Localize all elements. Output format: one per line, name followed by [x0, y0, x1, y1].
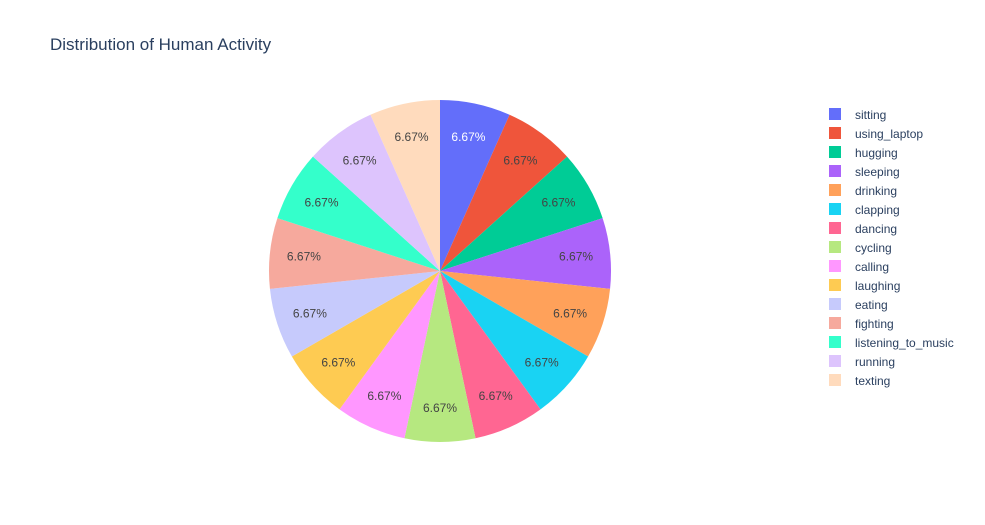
legend-swatch: [829, 127, 841, 139]
legend-label: listening_to_music: [855, 336, 954, 350]
legend-label: calling: [855, 260, 889, 274]
chart-title: Distribution of Human Activity: [50, 35, 272, 54]
slice-percent-label: 6.67%: [503, 153, 537, 167]
pie-slice-sitting[interactable]: [440, 100, 510, 271]
legend-item-hugging[interactable]: hugging: [829, 146, 898, 160]
slice-percent-label: 6.67%: [541, 196, 575, 210]
legend-item-cycling[interactable]: cycling: [829, 241, 892, 255]
legend-label: texting: [855, 374, 890, 388]
pie-slice-laughing[interactable]: [291, 271, 440, 410]
legend-item-dancing[interactable]: dancing: [829, 222, 897, 236]
pie-slice-listening_to_music[interactable]: [277, 156, 440, 271]
slice-percent-label: 6.67%: [559, 250, 593, 264]
pie-slice-cycling[interactable]: [404, 271, 476, 442]
legend-swatch: [829, 184, 841, 196]
legend-swatch: [829, 108, 841, 120]
slice-percent-label: 6.67%: [451, 130, 485, 144]
legend-item-sitting[interactable]: sitting: [829, 108, 886, 122]
slice-percent-label: 6.67%: [305, 196, 339, 210]
pie-slice-sleeping[interactable]: [440, 218, 611, 289]
legend-item-listening_to_music[interactable]: listening_to_music: [829, 336, 954, 350]
slice-percent-label: 6.67%: [367, 389, 401, 403]
slice-percent-label: 6.67%: [423, 401, 457, 415]
legend-swatch: [829, 279, 841, 291]
legend-label: sleeping: [855, 165, 900, 179]
legend-item-laughing[interactable]: laughing: [829, 279, 900, 293]
legend-label: hugging: [855, 146, 898, 160]
legend-label: drinking: [855, 184, 897, 198]
legend-label: laughing: [855, 279, 900, 293]
slice-percent-label: 6.67%: [525, 356, 559, 370]
pie-slice-labels: 6.67% 6.67% 6.67% 6.67% 6.67% 6.67% 6.67% 6.67%…: [287, 130, 593, 415]
legend-label: eating: [855, 298, 888, 312]
legend-swatch: [829, 336, 841, 348]
pie-slice-dancing[interactable]: [440, 271, 541, 439]
legend-item-sleeping[interactable]: sleeping: [829, 165, 900, 179]
slice-percent-label: 6.67%: [293, 306, 327, 320]
legend-label: cycling: [855, 241, 892, 255]
legend-item-eating[interactable]: eating: [829, 298, 888, 312]
legend-label: using_laptop: [855, 127, 923, 141]
legend-swatch: [829, 374, 841, 386]
legend-item-fighting[interactable]: fighting: [829, 317, 894, 331]
legend-swatch: [829, 146, 841, 158]
legend-item-clapping[interactable]: clapping: [829, 203, 900, 217]
pie-slice-fighting[interactable]: [269, 218, 440, 289]
legend-swatch: [829, 203, 841, 215]
slice-percent-label: 6.67%: [479, 389, 513, 403]
legend-label: sitting: [855, 108, 886, 122]
slice-percent-label: 6.67%: [395, 130, 429, 144]
legend-swatch: [829, 355, 841, 367]
legend-label: clapping: [855, 203, 900, 217]
legend-swatch: [829, 165, 841, 177]
slice-percent-label: 6.67%: [287, 250, 321, 264]
legend-swatch: [829, 222, 841, 234]
pie-slice-hugging[interactable]: [440, 156, 603, 271]
legend-swatch: [829, 241, 841, 253]
legend-swatch: [829, 317, 841, 329]
slice-percent-label: 6.67%: [553, 306, 587, 320]
legend-swatch: [829, 298, 841, 310]
legend-item-drinking[interactable]: drinking: [829, 184, 897, 198]
legend-swatch: [829, 260, 841, 272]
pie-slice-eating[interactable]: [269, 271, 440, 357]
pie-slice-drinking[interactable]: [440, 271, 611, 357]
legend-label: dancing: [855, 222, 897, 236]
pie-slice-using_laptop[interactable]: [440, 114, 568, 271]
legend-item-calling[interactable]: calling: [829, 260, 889, 274]
legend-label: running: [855, 355, 895, 369]
legend-item-running[interactable]: running: [829, 355, 895, 369]
pie-slice-running[interactable]: [312, 114, 440, 271]
slice-percent-label: 6.67%: [321, 356, 355, 370]
slice-percent-label: 6.67%: [343, 153, 377, 167]
pie-slices: [269, 100, 611, 442]
legend-label: fighting: [855, 317, 894, 331]
pie-slice-clapping[interactable]: [440, 271, 589, 410]
legend-item-texting[interactable]: texting: [829, 374, 890, 388]
pie-slice-calling[interactable]: [339, 271, 440, 439]
pie-slice-texting[interactable]: [370, 100, 440, 271]
legend-item-using_laptop[interactable]: using_laptop: [829, 127, 923, 141]
